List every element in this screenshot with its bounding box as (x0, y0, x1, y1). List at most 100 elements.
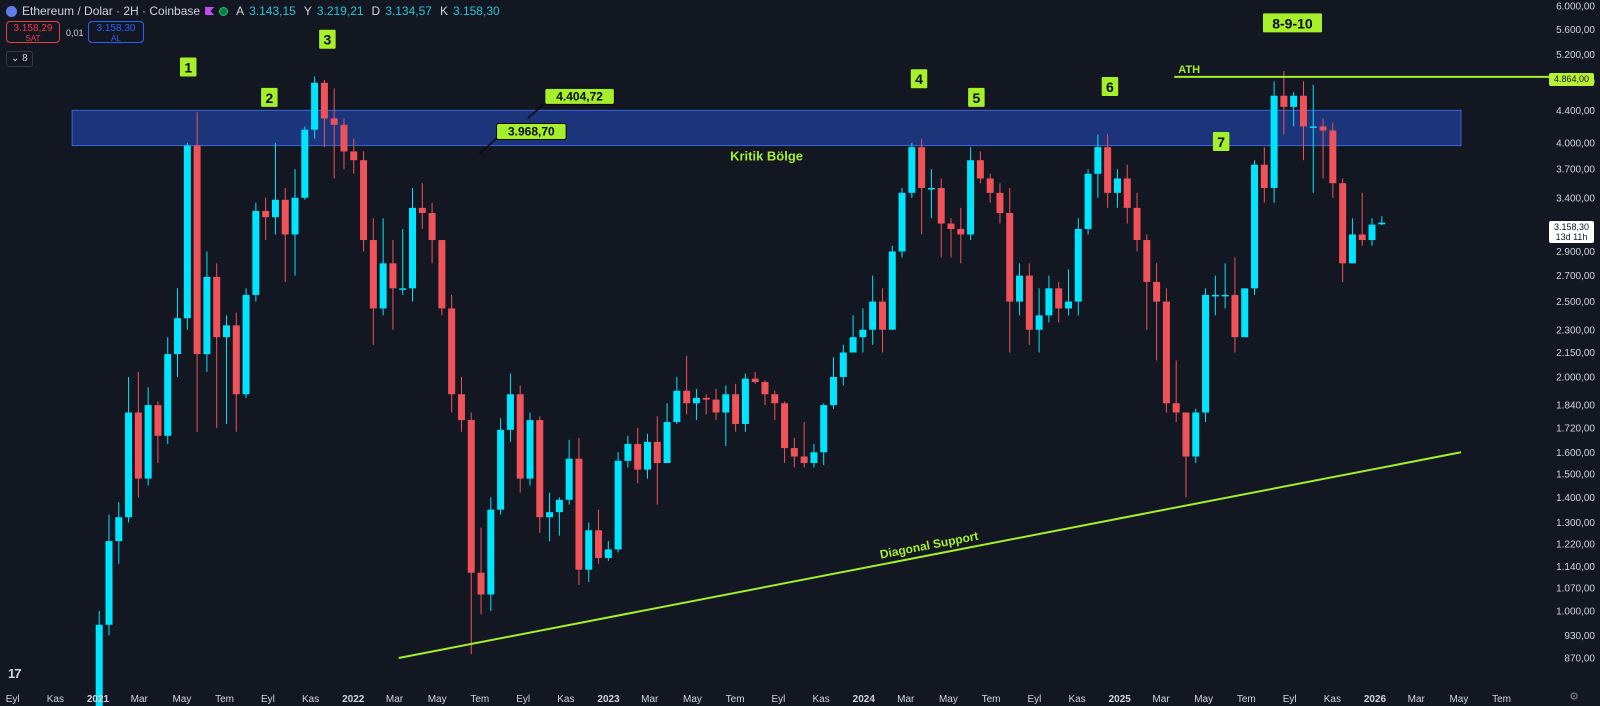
candle[interactable] (771, 390, 779, 421)
candle[interactable] (859, 308, 867, 353)
candle[interactable] (741, 373, 749, 432)
candle[interactable] (800, 422, 808, 468)
sell-button[interactable]: 3.158,29 SAT (6, 21, 60, 43)
candle[interactable] (820, 403, 828, 466)
candle[interactable] (595, 509, 603, 564)
candle[interactable] (291, 169, 299, 276)
price-callout[interactable]: 4.404,72 (527, 87, 615, 119)
candle[interactable] (536, 416, 544, 533)
candle[interactable] (849, 315, 857, 353)
candle[interactable] (1123, 164, 1131, 224)
candle[interactable] (203, 251, 211, 372)
candle[interactable] (653, 416, 661, 505)
candle[interactable] (281, 187, 289, 282)
wave-marker[interactable]: 7 (1212, 132, 1230, 152)
candle[interactable] (134, 371, 142, 498)
candle[interactable] (115, 502, 123, 564)
candle[interactable] (624, 435, 632, 468)
candle[interactable] (320, 79, 328, 148)
wave-marker[interactable]: 3 (319, 29, 336, 49)
candle[interactable] (193, 112, 201, 432)
candle[interactable] (1055, 281, 1063, 323)
candle[interactable] (487, 497, 495, 611)
candle[interactable] (996, 183, 1004, 224)
candle[interactable] (262, 197, 270, 241)
candle[interactable] (957, 207, 965, 264)
candle[interactable] (878, 288, 886, 353)
candle[interactable] (1064, 269, 1072, 316)
candle[interactable] (663, 403, 671, 464)
candle[interactable] (673, 376, 681, 424)
critical-zone-rect[interactable] (71, 109, 1462, 147)
candle[interactable] (1358, 192, 1366, 246)
candle[interactable] (1182, 412, 1190, 498)
settings-icon[interactable]: ⚙ (1569, 691, 1579, 703)
candle[interactable] (692, 388, 700, 421)
candle[interactable] (976, 151, 984, 184)
candle[interactable] (516, 385, 524, 493)
candle[interactable] (1211, 275, 1219, 316)
candle[interactable] (1172, 360, 1180, 423)
candle[interactable] (271, 142, 279, 235)
candle[interactable] (1104, 134, 1112, 208)
buy-button[interactable]: 3.158,30 AL (88, 21, 144, 43)
candle[interactable] (1299, 81, 1307, 161)
candle[interactable] (967, 147, 975, 241)
indicators-toggle[interactable]: ⌄ 8 (6, 51, 33, 67)
candle[interactable] (1162, 288, 1170, 413)
candle[interactable] (575, 437, 583, 585)
candle[interactable] (781, 401, 789, 464)
candle[interactable] (986, 173, 994, 203)
candle[interactable] (918, 138, 926, 235)
candle[interactable] (1241, 288, 1249, 338)
candle[interactable] (1035, 288, 1043, 353)
candle[interactable] (1025, 263, 1033, 345)
candle[interactable] (1192, 408, 1200, 464)
candle[interactable] (585, 522, 593, 582)
candle[interactable] (438, 240, 446, 316)
candle[interactable] (751, 371, 759, 384)
candle[interactable] (105, 514, 113, 636)
symbol-title[interactable]: Ethereum / Dolar · 2H · Coinbase (22, 4, 201, 18)
candle[interactable] (467, 412, 475, 655)
candle[interactable] (1094, 134, 1102, 198)
candle[interactable] (526, 412, 534, 486)
candle[interactable] (810, 443, 818, 468)
candle[interactable] (1378, 216, 1386, 226)
candle[interactable] (399, 228, 407, 295)
candle[interactable] (1153, 263, 1161, 361)
candle[interactable] (546, 492, 554, 542)
candle[interactable] (1280, 70, 1288, 135)
candle[interactable] (1202, 288, 1210, 423)
candle[interactable] (1368, 218, 1376, 246)
candle[interactable] (1251, 160, 1259, 295)
candle[interactable] (1143, 234, 1151, 330)
candle[interactable] (409, 187, 417, 302)
candle[interactable] (232, 312, 240, 432)
wave-marker[interactable]: 4 (910, 69, 928, 89)
candle[interactable] (428, 202, 436, 264)
candle[interactable] (95, 610, 103, 706)
candle[interactable] (418, 183, 426, 229)
candle[interactable] (164, 337, 172, 444)
candle[interactable] (683, 355, 691, 415)
candle[interactable] (643, 433, 651, 479)
candle[interactable] (1016, 263, 1024, 316)
candle[interactable] (1329, 122, 1337, 198)
candle[interactable] (839, 344, 847, 386)
candle[interactable] (183, 142, 191, 330)
candle[interactable] (927, 169, 935, 219)
wave-marker[interactable]: 5 (968, 87, 985, 107)
candle[interactable] (722, 385, 730, 447)
candle[interactable] (252, 202, 260, 302)
candle[interactable] (1074, 218, 1082, 316)
candle[interactable] (125, 376, 133, 523)
candle[interactable] (497, 418, 505, 515)
wave-marker[interactable]: 6 (1101, 77, 1119, 97)
candle[interactable] (360, 151, 368, 252)
candle[interactable] (222, 315, 230, 424)
wave-marker[interactable]: 2 (261, 87, 278, 107)
candle[interactable] (369, 218, 377, 345)
candle[interactable] (888, 245, 896, 330)
